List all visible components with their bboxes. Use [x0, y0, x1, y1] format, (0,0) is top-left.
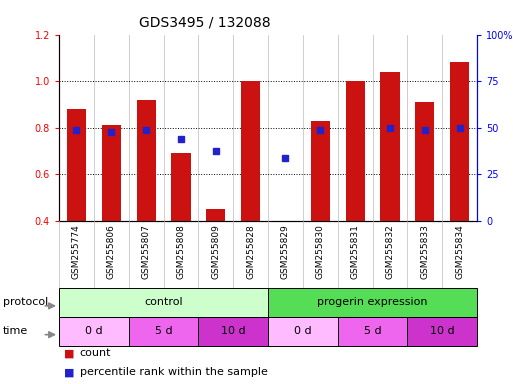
Bar: [102, 125, 121, 221]
Text: count: count: [80, 348, 111, 358]
Text: GSM255830: GSM255830: [316, 224, 325, 279]
Bar: [206, 209, 225, 221]
Text: GSM255834: GSM255834: [455, 224, 464, 279]
Bar: [59, 317, 129, 346]
Text: GDS3495 / 132088: GDS3495 / 132088: [140, 15, 271, 29]
Text: GSM255807: GSM255807: [142, 224, 151, 279]
Text: ■: ■: [64, 348, 74, 358]
Bar: [268, 317, 338, 346]
Bar: [136, 100, 155, 221]
Text: GSM255809: GSM255809: [211, 224, 220, 279]
Text: time: time: [3, 326, 28, 336]
Bar: [381, 72, 400, 221]
Text: GSM255832: GSM255832: [385, 224, 394, 279]
Bar: [199, 317, 268, 346]
Text: ■: ■: [64, 367, 74, 377]
Text: percentile rank within the sample: percentile rank within the sample: [80, 367, 267, 377]
Text: GSM255833: GSM255833: [420, 224, 429, 279]
Text: GSM255808: GSM255808: [176, 224, 185, 279]
Bar: [67, 109, 86, 221]
Bar: [268, 288, 477, 317]
Text: 10 d: 10 d: [430, 326, 455, 336]
Text: GSM255829: GSM255829: [281, 224, 290, 279]
Text: 0 d: 0 d: [294, 326, 312, 336]
Bar: [171, 153, 190, 221]
Bar: [407, 317, 477, 346]
Text: GSM255806: GSM255806: [107, 224, 116, 279]
Text: GSM255831: GSM255831: [351, 224, 360, 279]
Text: 0 d: 0 d: [85, 326, 103, 336]
Text: protocol: protocol: [3, 297, 48, 308]
Bar: [338, 317, 407, 346]
Text: 10 d: 10 d: [221, 326, 246, 336]
Bar: [59, 288, 268, 317]
Text: control: control: [144, 297, 183, 308]
Text: 5 d: 5 d: [364, 326, 381, 336]
Text: GSM255774: GSM255774: [72, 224, 81, 279]
Text: GSM255828: GSM255828: [246, 224, 255, 279]
Text: 5 d: 5 d: [155, 326, 172, 336]
Bar: [311, 121, 330, 221]
Bar: [346, 81, 365, 221]
Bar: [241, 81, 260, 221]
Bar: [415, 102, 435, 221]
Bar: [450, 63, 469, 221]
Bar: [129, 317, 199, 346]
Text: progerin expression: progerin expression: [318, 297, 428, 308]
